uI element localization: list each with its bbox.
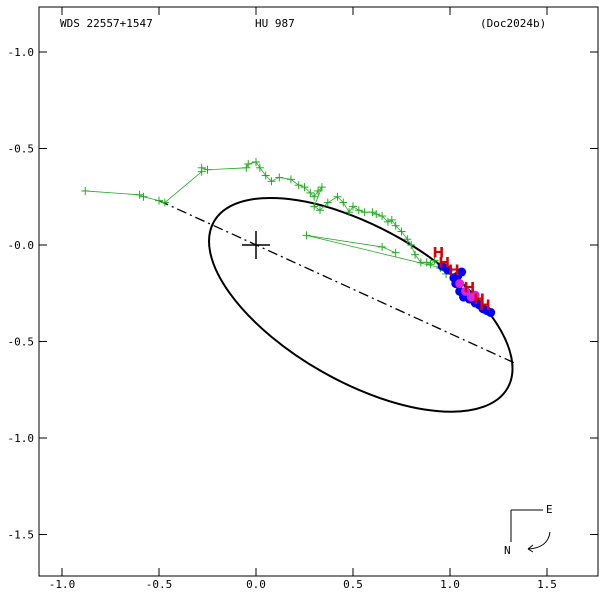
circle-observation bbox=[461, 286, 471, 296]
observation-connector bbox=[265, 175, 272, 182]
circle-observation bbox=[486, 308, 496, 318]
observation-connector bbox=[313, 186, 323, 207]
observation-connector bbox=[271, 177, 280, 182]
observation-connector bbox=[143, 196, 160, 201]
reference-label: (Doc2024b) bbox=[480, 17, 546, 30]
observation-connector bbox=[313, 206, 321, 211]
h-observation: H bbox=[448, 263, 460, 279]
observation-connector bbox=[406, 238, 412, 246]
x-tick-label: 1.5 bbox=[537, 578, 557, 591]
x-tick-label: 0.0 bbox=[246, 578, 266, 591]
circle-observation bbox=[455, 279, 465, 289]
observation-connector bbox=[304, 186, 311, 194]
compass: E N bbox=[504, 503, 553, 557]
observation-connector bbox=[164, 171, 202, 203]
h-observation: H bbox=[433, 246, 445, 262]
x-tick-label: -0.5 bbox=[146, 578, 173, 591]
h-observation: H bbox=[473, 292, 485, 308]
observation-connector bbox=[381, 215, 389, 223]
plot-frame bbox=[38, 6, 599, 577]
observation-connector bbox=[319, 202, 329, 211]
compass-east-label: E bbox=[546, 503, 553, 516]
series-plus bbox=[81, 158, 454, 278]
y-tick-label: -0.5 bbox=[8, 143, 35, 156]
series-filled-circle bbox=[455, 279, 480, 302]
h-observation: H bbox=[464, 280, 476, 296]
axis-ticks: -1.0 -0.5 0.0 0.5 1.0 1.5 -1.0 -0.5 -0.0 -0.5 -1.0… bbox=[8, 7, 598, 591]
observation-connector bbox=[306, 234, 383, 248]
observation-connector bbox=[207, 167, 247, 171]
x-tick-label: 0.5 bbox=[343, 578, 363, 591]
discoverer-label: HU 987 bbox=[255, 17, 295, 30]
observation-connector bbox=[337, 196, 344, 203]
observation-connector bbox=[401, 231, 408, 240]
observation-connector bbox=[290, 179, 299, 186]
h-observation: H bbox=[438, 255, 450, 271]
observation-connector bbox=[352, 206, 360, 211]
observation-connector bbox=[342, 202, 350, 213]
observation-connector bbox=[395, 225, 402, 232]
y-tick-label: -0.0 bbox=[8, 239, 35, 252]
observation-connector bbox=[306, 234, 451, 271]
y-tick-label: -1.0 bbox=[8, 46, 35, 59]
wds-id-label: WDS 22557+1547 bbox=[60, 17, 153, 30]
observation-connector bbox=[410, 244, 416, 255]
y-tick-label: -1.5 bbox=[8, 529, 35, 542]
observation-connector bbox=[85, 190, 140, 196]
observation-connector bbox=[313, 190, 319, 197]
compass-north-label: N bbox=[504, 544, 511, 557]
compass-rotation-arrow bbox=[527, 531, 551, 550]
x-tick-label: -1.0 bbox=[49, 578, 76, 591]
circle-observation bbox=[470, 290, 480, 300]
y-tick-label: -0.5 bbox=[8, 336, 35, 349]
circle-observation bbox=[443, 265, 453, 275]
observation-connector bbox=[255, 161, 261, 169]
orbit-layer bbox=[158, 196, 515, 413]
line-of-nodes bbox=[158, 200, 515, 364]
observation-connector bbox=[381, 246, 396, 254]
observation-connector bbox=[348, 206, 354, 213]
orbit-ellipse bbox=[208, 196, 514, 413]
observation-connector bbox=[391, 219, 397, 226]
observation-connector bbox=[259, 167, 267, 176]
observation-connector bbox=[310, 192, 315, 198]
circle-observation bbox=[457, 267, 467, 277]
observation-connector bbox=[430, 260, 435, 265]
y-tick-label: -1.0 bbox=[8, 432, 35, 445]
observation-connector bbox=[327, 196, 338, 203]
compass-arrowhead bbox=[527, 544, 534, 553]
h-observation: H bbox=[479, 298, 491, 314]
observation-connector bbox=[414, 254, 422, 263]
x-tick-label: 1.0 bbox=[440, 578, 460, 591]
